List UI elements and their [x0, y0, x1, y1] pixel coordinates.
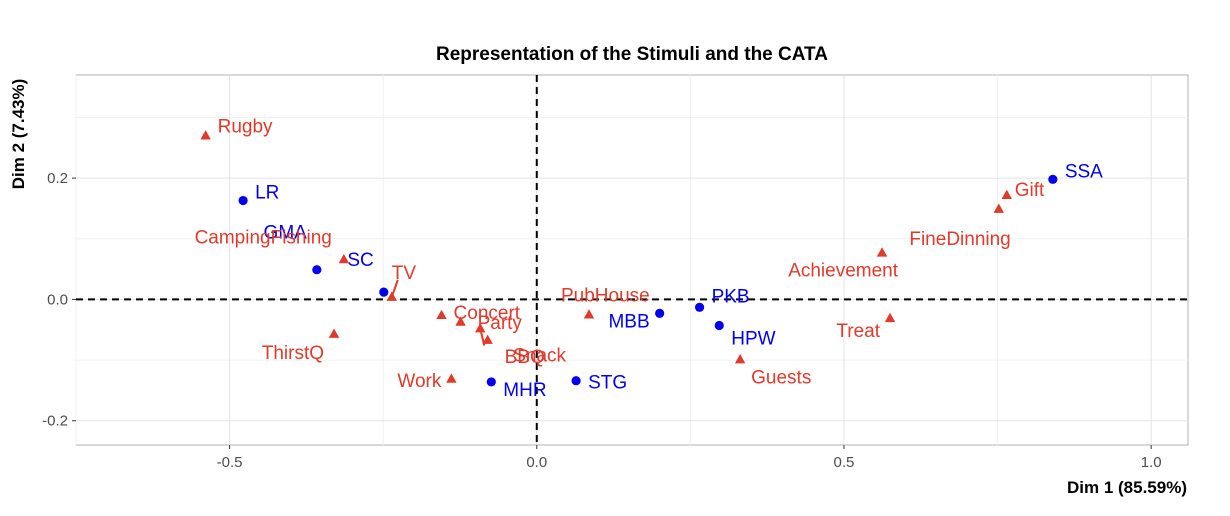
y-tick-label: 0.2 — [47, 170, 68, 187]
cata-label: FineDinning — [909, 229, 1010, 250]
stimulus-label: MHR — [503, 380, 546, 401]
chart-title: Representation of the Stimuli and the CA… — [436, 44, 828, 65]
cata-point — [876, 247, 888, 257]
stimulus-point — [486, 377, 496, 387]
series-circle: LR GMA SC MHR STG MBB PKB HPW SSA — [238, 161, 1103, 401]
cata-label: Achievement — [788, 261, 899, 282]
y-axis-title: Dim 2 (7.43%) — [9, 79, 28, 190]
cata-point — [475, 323, 486, 333]
plot-panel: -0.5 0.0 0.5 1.0 -0.2 0.0 0.2 LR GMA SC MHR STG MBB P… — [42, 74, 1189, 471]
cata-label: BBQ — [505, 347, 545, 368]
stimulus-label: SC — [347, 250, 373, 271]
stimulus-point — [1048, 174, 1058, 184]
cata-point — [993, 203, 1005, 213]
x-axis-title: Dim 1 (85.59%) — [1067, 478, 1187, 497]
cata-label: Treat — [836, 321, 880, 342]
stimulus-point — [694, 302, 705, 312]
x-tick-label: -0.5 — [217, 454, 243, 471]
stimulus-point — [238, 195, 248, 206]
cata-label: ThirstQ — [262, 343, 324, 364]
y-tick-label: -0.2 — [42, 413, 68, 430]
cata-label: Party — [478, 313, 523, 334]
cata-point — [386, 291, 398, 301]
cata-label: Guests — [751, 367, 811, 388]
cata-point — [583, 309, 595, 319]
cata-point — [1001, 189, 1012, 199]
stimulus-label: GMA — [264, 223, 308, 244]
x-tick-label: 0.0 — [526, 454, 547, 471]
cata-point — [455, 316, 466, 326]
cata-point — [338, 253, 350, 264]
x-tick-label: 1.0 — [1141, 454, 1162, 471]
cata-point — [884, 312, 896, 323]
panel-border — [75, 74, 1189, 446]
cata-label: TV — [392, 263, 417, 284]
stimulus-point — [312, 265, 322, 275]
stimulus-label: PKB — [712, 286, 750, 307]
stimulus-point — [571, 376, 581, 386]
cata-point — [446, 373, 457, 383]
cata-label: Work — [397, 371, 441, 392]
cata-label: CampingFishing — [195, 227, 332, 248]
y-tick-label: 0.0 — [47, 291, 68, 308]
cata-point — [734, 353, 746, 364]
x-tick-label: 0.5 — [834, 454, 855, 471]
stimulus-label: STG — [588, 373, 627, 394]
cata-label: Snack — [513, 346, 566, 367]
cata-point — [328, 328, 340, 338]
cata-label: Concert — [454, 303, 521, 324]
cata-label: PubHouse — [561, 286, 650, 307]
series-triangle: Rugby CampingFishing ThirstQ TV ConcertParty… — [195, 117, 1045, 392]
stimulus-point — [655, 308, 665, 318]
stimulus-label: HPW — [731, 329, 775, 350]
cata-label: Rugby — [218, 117, 273, 138]
cata-point — [436, 309, 447, 320]
cata-point — [482, 334, 493, 344]
stimulus-point — [714, 320, 724, 331]
stimulus-label: MBB — [608, 311, 649, 332]
stimulus-point — [379, 287, 389, 297]
stimulus-label: SSA — [1065, 161, 1103, 182]
cata-label: Gift — [1015, 180, 1045, 201]
cata-point — [200, 130, 211, 140]
stimulus-label: LR — [255, 183, 279, 204]
